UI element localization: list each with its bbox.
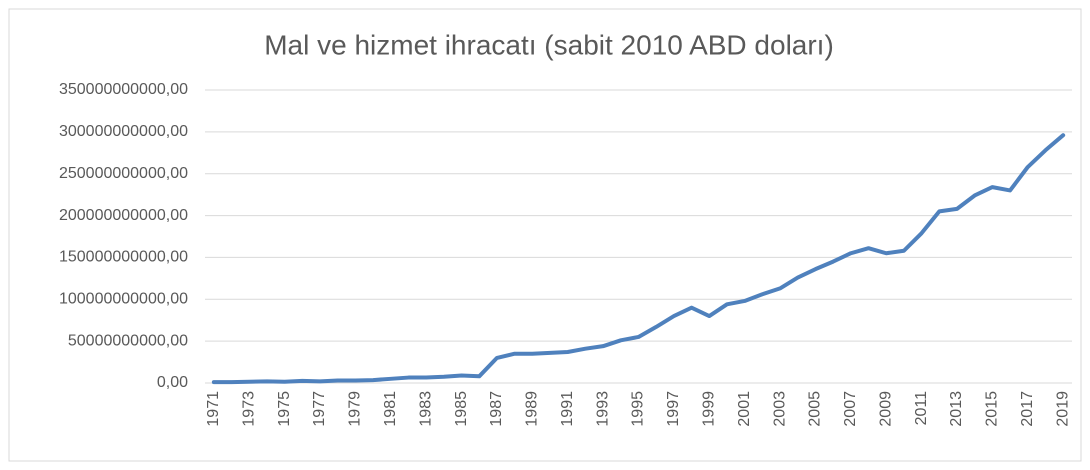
x-tick-label: 2009: [877, 391, 894, 427]
x-tick-label: 1997: [665, 391, 682, 427]
x-tick-label: 1975: [276, 391, 293, 427]
x-tick-label: 2007: [842, 391, 859, 427]
data-line: [211, 133, 1066, 385]
x-tick-label: 1973: [240, 391, 257, 427]
y-tick-label: 350000000000,00: [59, 81, 188, 98]
x-tick-label: 2005: [807, 391, 824, 427]
x-tick-label: 1981: [382, 391, 399, 427]
x-tick-label: 2017: [1019, 391, 1036, 427]
y-tick-label: 0,00: [157, 374, 188, 391]
x-tick-label: 2015: [984, 391, 1001, 427]
x-tick-label: 2011: [913, 391, 930, 426]
y-tick-label: 200000000000,00: [59, 207, 188, 224]
x-tick-label: 1987: [488, 391, 505, 427]
x-tick-label: 2013: [948, 391, 965, 427]
x-tick-label: 1989: [524, 391, 541, 427]
y-tick-label: 50000000000,00: [68, 332, 188, 349]
x-tick-label: 1971: [205, 391, 222, 427]
y-tick-label: 150000000000,00: [59, 249, 188, 266]
y-tick-label: 300000000000,00: [59, 123, 188, 140]
y-tick-label: 100000000000,00: [59, 291, 188, 308]
x-tick-label: 1993: [594, 391, 611, 427]
x-tick-label: 2019: [1054, 391, 1071, 427]
x-tick-label: 1991: [559, 391, 576, 427]
x-tick-label: 1983: [417, 391, 434, 427]
x-tick-label: 1977: [311, 391, 328, 427]
x-tick-label: 1995: [630, 391, 647, 427]
x-tick-label: 2003: [771, 391, 788, 427]
chart-title: Mal ve hizmet ihracatı (sabit 2010 ABD d…: [264, 29, 834, 60]
chart-border: [8, 8, 1082, 462]
x-tick-label: 1999: [700, 391, 717, 427]
x-tick-label: 1979: [347, 391, 364, 427]
x-tick-label: 1985: [453, 391, 470, 427]
y-tick-label: 250000000000,00: [59, 165, 188, 182]
x-tick-label: 2001: [736, 391, 753, 427]
